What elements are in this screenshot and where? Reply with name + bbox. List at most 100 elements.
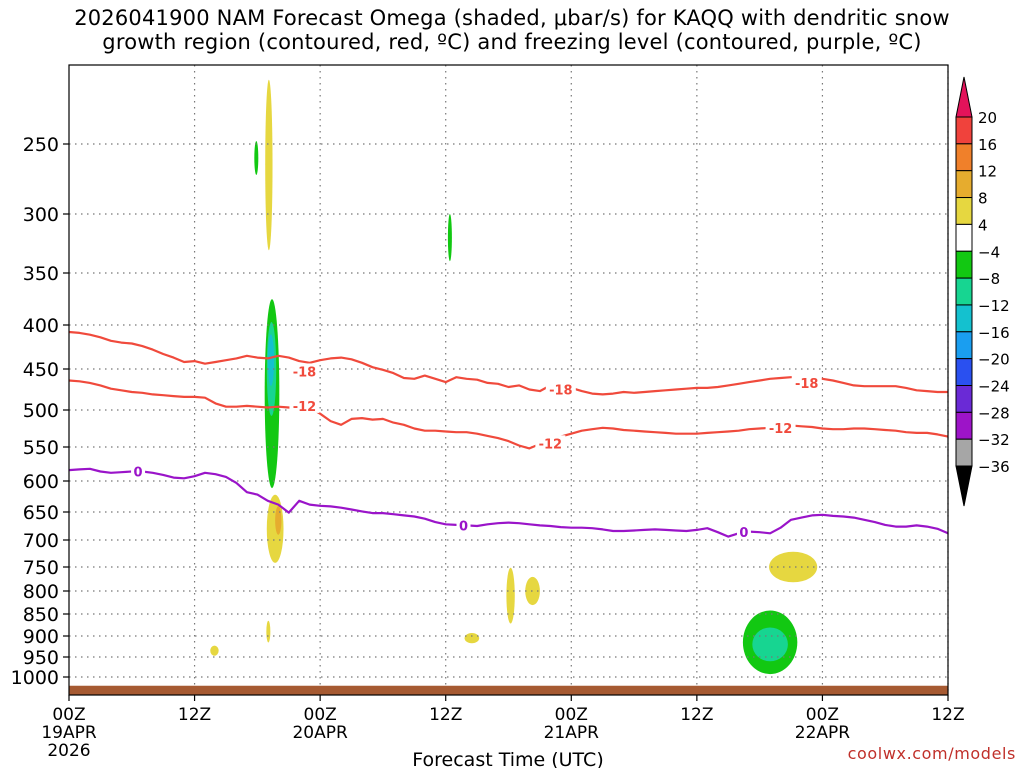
grid-layer bbox=[69, 65, 949, 695]
colorbar-label-8: −16 bbox=[978, 324, 1010, 342]
terrain-fill bbox=[69, 685, 948, 695]
x-tick-label-6: 00Z bbox=[806, 705, 839, 725]
contour-label-layer: -18 -18 -18 -12 -12 -12 0 0 0 bbox=[131, 363, 822, 541]
x-tick-label-2: 00Z bbox=[304, 705, 337, 725]
colorbar-band-7 bbox=[955, 277, 973, 306]
y-tick-label-400: 400 bbox=[23, 315, 59, 337]
contour-layer bbox=[68, 330, 949, 538]
x-tick-label-4: 00Z bbox=[555, 705, 588, 725]
x-tick-label-0: 00Z bbox=[52, 705, 85, 725]
colorbar-band-10 bbox=[955, 358, 973, 386]
contour-label-bg-0 bbox=[289, 363, 320, 379]
source-credit: coolwx.com/models bbox=[847, 744, 1016, 763]
sinking-motion-cell-7 bbox=[210, 645, 219, 656]
contour-label-2: -18 bbox=[795, 377, 819, 392]
y-tick-label-650: 650 bbox=[23, 502, 59, 524]
y-tick-label-350: 350 bbox=[23, 263, 59, 285]
sinking-motion-cell-2 bbox=[266, 494, 284, 563]
sinking-motion-cell-2-core bbox=[275, 506, 282, 535]
y-tick-label-900: 900 bbox=[23, 626, 59, 648]
colorbar-band-6 bbox=[955, 250, 973, 279]
y-tick-label-500: 500 bbox=[23, 400, 59, 422]
rising-motion-cell-1-center bbox=[267, 334, 275, 387]
colorbar-band-4 bbox=[955, 197, 973, 225]
x-tick-date-0: 19APR bbox=[41, 723, 97, 743]
contour-label-bg-7 bbox=[456, 517, 471, 533]
terrain-layer bbox=[69, 685, 948, 695]
colorbar-label-13: −36 bbox=[978, 458, 1010, 476]
colorbar-label-0: 20 bbox=[978, 109, 997, 127]
y-tick-label-250: 250 bbox=[23, 134, 59, 156]
chart-title: 2026041900 NAM Forecast Omega (shaded, μ… bbox=[0, 6, 1024, 54]
contour--12 bbox=[68, 379, 949, 450]
contour-label-6: 0 bbox=[134, 465, 143, 480]
colorbar-band-3 bbox=[955, 170, 973, 199]
colorbar-band-12 bbox=[955, 411, 973, 440]
x-tick-date-6: 22APR bbox=[795, 723, 851, 743]
contour-label-1: -18 bbox=[549, 384, 573, 399]
sinking-motion-cell-6 bbox=[464, 632, 480, 644]
sinking-motion-cell-4 bbox=[525, 576, 540, 606]
y-tick-label-700: 700 bbox=[23, 530, 59, 552]
y-tick-label-950: 950 bbox=[23, 647, 59, 669]
y-tick-label-850: 850 bbox=[23, 604, 59, 626]
contour-label-7: 0 bbox=[459, 519, 468, 534]
y-tick-label-450: 450 bbox=[23, 359, 59, 381]
colorbar-label-9: −20 bbox=[978, 351, 1010, 369]
plot-frame bbox=[68, 64, 949, 696]
y-tick-label-550: 550 bbox=[23, 437, 59, 459]
y-tick-label-750: 750 bbox=[23, 557, 59, 579]
x-tick-year-0: 2026 bbox=[47, 741, 90, 761]
y-axis: 2503003504004505005506006507007508008509… bbox=[11, 134, 69, 689]
contour-label-bg-8 bbox=[736, 524, 751, 540]
sinking-motion-cell-3 bbox=[506, 567, 515, 624]
x-tick-label-5: 12Z bbox=[680, 705, 713, 725]
y-tick-label-800: 800 bbox=[23, 581, 59, 603]
colorbar-label-10: −24 bbox=[978, 378, 1010, 396]
x-tick-label-7: 12Z bbox=[931, 705, 964, 725]
contour-label-bg-1 bbox=[545, 381, 576, 397]
colorbar-bottom-arrow bbox=[955, 465, 973, 507]
colorbar-label-12: −32 bbox=[978, 431, 1010, 449]
colorbar-band-2 bbox=[955, 143, 973, 172]
contour-label-0: -18 bbox=[293, 365, 317, 380]
contour-label-bg-2 bbox=[791, 374, 822, 390]
x-tick-date-4: 21APR bbox=[544, 723, 600, 743]
x-tick-date-2: 20APR bbox=[292, 723, 348, 743]
colorbar-band-13 bbox=[955, 438, 973, 467]
y-tick-label-300: 300 bbox=[23, 204, 59, 226]
colorbar-label-11: −28 bbox=[978, 404, 1010, 422]
chart-title-line-2: growth region (contoured, red, ºC) and f… bbox=[102, 30, 922, 54]
contour-label-8: 0 bbox=[739, 526, 748, 541]
colorbar-label-4: 4 bbox=[978, 216, 988, 234]
x-tick-label-1: 12Z bbox=[178, 705, 211, 725]
colorbar-label-6: −8 bbox=[978, 270, 1000, 288]
colorbar-band-9 bbox=[955, 331, 973, 360]
colorbar-band-5 bbox=[955, 223, 973, 252]
colorbar-band-1 bbox=[955, 116, 973, 145]
x-axis-label: Forecast Time (UTC) bbox=[412, 749, 603, 768]
rising-motion-cell-2-core bbox=[752, 627, 788, 662]
contour-label-bg-4 bbox=[535, 435, 566, 451]
x-tick-label-3: 12Z bbox=[429, 705, 462, 725]
chart-title-line-1: 2026041900 NAM Forecast Omega (shaded, μ… bbox=[74, 6, 950, 30]
sinking-motion-cell-8 bbox=[266, 620, 271, 643]
contour-label-bg-5 bbox=[765, 419, 796, 435]
contour-label-3: -12 bbox=[293, 400, 317, 415]
colorbar-top-arrow bbox=[955, 76, 973, 118]
colorbar-label-3: 8 bbox=[978, 190, 988, 208]
omega-shading-layer bbox=[210, 79, 818, 675]
colorbar-label-5: −4 bbox=[978, 243, 1000, 261]
sinking-motion-cell-1 bbox=[265, 79, 273, 251]
y-tick-label-600: 600 bbox=[23, 471, 59, 493]
colorbar-band-8 bbox=[955, 304, 973, 333]
contour-label-4: -12 bbox=[539, 437, 563, 452]
colorbar-legend: 20 16 12 8 4 −4 −8 −12 −16 −20 −24 −28 −32 −36 bbox=[955, 76, 1010, 507]
y-tick-label-1000: 1000 bbox=[11, 667, 59, 689]
rising-motion-cell-3 bbox=[254, 141, 259, 175]
colorbar-label-2: 12 bbox=[978, 163, 997, 181]
contour-label-5: -12 bbox=[769, 422, 793, 437]
sinking-motion-cell-5 bbox=[769, 551, 818, 583]
rising-motion-cell-4 bbox=[447, 214, 452, 262]
